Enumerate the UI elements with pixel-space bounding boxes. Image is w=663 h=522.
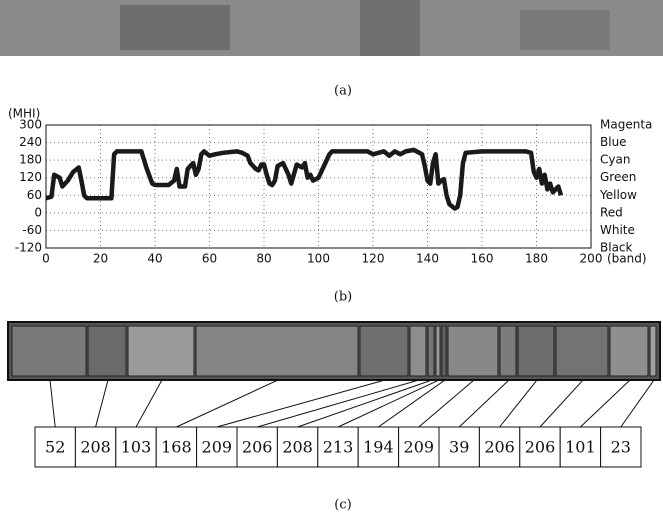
chart: -120 Black -60 White 0 Red 60 Yellow 120 Green 180… [8, 107, 652, 266]
segment-label: 168 [161, 438, 192, 457]
x-tick-label: 140 [416, 252, 439, 266]
x-tick-label: 0 [42, 252, 50, 266]
strip-panel [649, 325, 657, 377]
y-axis-label: (MHI) [8, 107, 40, 121]
segment-label: 101 [565, 438, 596, 457]
strip-panel [11, 325, 87, 377]
segment-labels: 52 208 103 168 209 206 208 213 194 209 39 206 206 101… [34, 379, 655, 468]
x-tick-label: 80 [256, 252, 271, 266]
connector [257, 379, 420, 428]
y-tick-label: -120 [15, 241, 42, 255]
segment-label: 103 [121, 438, 152, 457]
connector [620, 379, 655, 428]
x-tick-label: 60 [202, 252, 217, 266]
connector [216, 379, 386, 428]
x-tick-label: 160 [471, 252, 494, 266]
segment-label: 194 [363, 438, 394, 457]
y-tick-label: -60 [22, 223, 42, 237]
y-color-name: Red [600, 205, 623, 219]
panorama-part [120, 5, 230, 50]
strip-panel [517, 325, 555, 377]
y-tick-label: 180 [19, 153, 42, 167]
segment-label: 206 [484, 438, 515, 457]
segment-label: 39 [449, 438, 469, 457]
connector [337, 379, 440, 428]
label-box [600, 426, 642, 468]
caption: (c) [334, 498, 351, 513]
y-color-name: Black [600, 241, 633, 255]
y-tick-label: 300 [19, 118, 42, 132]
segment-label: 213 [323, 438, 354, 457]
connector [458, 379, 510, 428]
segment-label: 208 [80, 438, 111, 457]
connector [580, 379, 631, 428]
segment-label: 206 [242, 438, 273, 457]
label-box [276, 426, 319, 468]
y-tick-label: 0 [34, 205, 42, 219]
y-tick-label: 60 [27, 188, 42, 202]
y-color-name: Cyan [600, 153, 630, 167]
x-tick-label: 180 [525, 252, 548, 266]
strip-panel [195, 325, 359, 377]
caption: (b) [334, 290, 352, 305]
label-box [236, 426, 278, 468]
y-color-name: Green [600, 170, 636, 184]
plot-frame [45, 124, 592, 249]
strip-panel [499, 325, 517, 377]
x-tick-label: 200 [580, 252, 603, 266]
y-color-name: Yellow [599, 188, 637, 202]
strip-panel [409, 325, 427, 377]
connector [499, 379, 538, 428]
data-line [45, 147, 564, 211]
segment-label: 208 [282, 438, 313, 457]
strip-panel [435, 325, 441, 377]
segment-label: 23 [611, 438, 631, 457]
strip-panel [555, 325, 609, 377]
y-color-name: White [600, 223, 635, 237]
strip-panel [427, 325, 435, 377]
connector [176, 379, 279, 428]
panorama-part [360, 0, 420, 56]
strip-panel [87, 325, 127, 377]
x-tick-label: 20 [93, 252, 108, 266]
y-tick-label: 120 [19, 170, 42, 184]
panorama-part [520, 10, 610, 50]
connector [95, 379, 109, 428]
segment-label: 52 [45, 438, 65, 457]
connector [378, 379, 446, 428]
connector [418, 379, 475, 428]
strip-panel [359, 325, 409, 377]
strip-panel [447, 325, 499, 377]
strip-panels [11, 325, 657, 377]
x-axis-label: (band) [607, 252, 647, 266]
connector [135, 379, 163, 428]
caption: (a) [334, 84, 352, 99]
y-tick-label: 240 [19, 135, 42, 149]
label-box [398, 426, 440, 468]
strip-panel [441, 325, 447, 377]
connector [297, 379, 433, 428]
label-box [559, 426, 602, 468]
x-tick-label: 40 [147, 252, 162, 266]
label-box [317, 426, 359, 468]
y-color-name: Magenta [600, 118, 652, 132]
label-box [196, 426, 238, 468]
strip-panel [127, 325, 195, 377]
connector [539, 379, 584, 428]
x-tick-label: 120 [362, 252, 385, 266]
y-color-name: Blue [600, 135, 627, 149]
segment-label: 209 [202, 438, 233, 457]
x-tick-label: 100 [307, 252, 330, 266]
segment-label: 206 [525, 438, 556, 457]
label-box [357, 426, 400, 468]
strip-panel [609, 325, 649, 377]
segment-label: 209 [404, 438, 435, 457]
connector [49, 379, 56, 428]
